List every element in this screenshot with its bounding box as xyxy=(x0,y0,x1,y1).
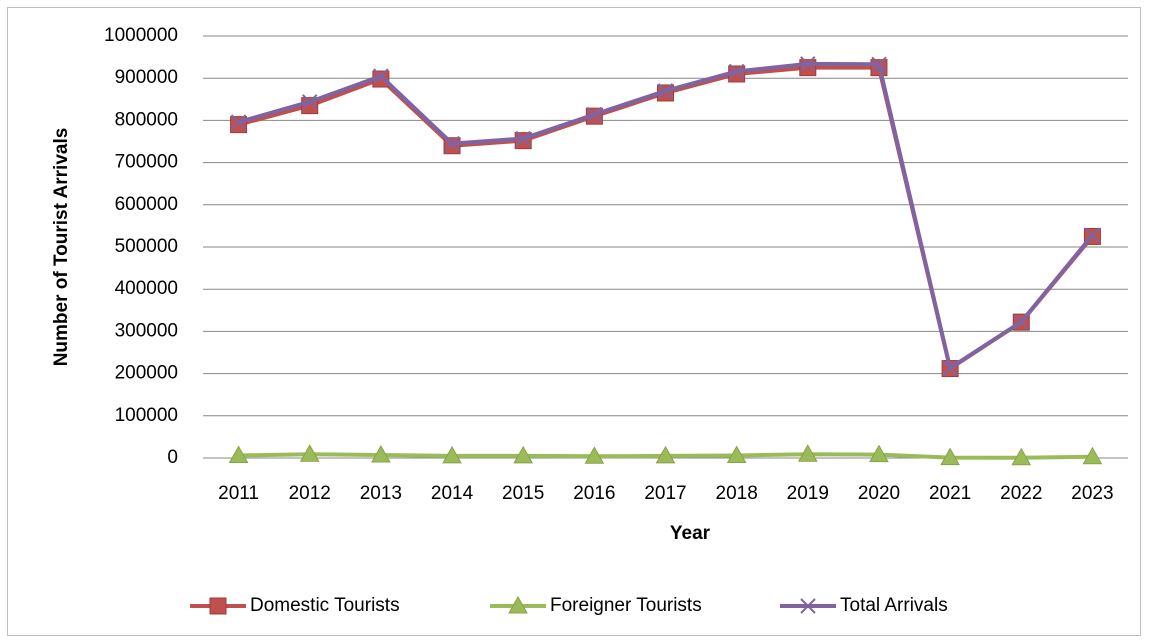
marker-x xyxy=(230,114,247,130)
marker-triangle xyxy=(371,445,391,463)
marker-x xyxy=(1013,314,1029,330)
marker-x xyxy=(1084,227,1101,243)
x-tick-label: 2015 xyxy=(502,483,544,504)
x-tick-label: 2021 xyxy=(929,483,971,504)
x-tick-label: 2018 xyxy=(716,483,758,504)
x-tick-label: 2014 xyxy=(431,483,474,504)
marker-triangle xyxy=(508,595,528,614)
x-axis-title: Year xyxy=(670,523,711,544)
chart-border xyxy=(7,7,1141,636)
marker-triangle xyxy=(797,444,818,462)
marker-x xyxy=(302,94,318,110)
marker-triangle xyxy=(940,447,960,466)
x-tick-label: 2020 xyxy=(858,483,900,504)
y-tick-label: 600000 xyxy=(115,194,178,215)
marker-triangle xyxy=(513,445,534,464)
legend-label: Domestic Tourists xyxy=(250,595,400,616)
x-tick-label: 2011 xyxy=(218,483,259,504)
y-tick-label: 1000000 xyxy=(104,25,178,46)
marker-x xyxy=(657,83,674,99)
marker-x xyxy=(871,56,887,72)
x-tick-label: 2023 xyxy=(1071,483,1113,504)
marker-square xyxy=(209,597,227,615)
y-tick-label: 400000 xyxy=(115,278,178,299)
x-tick-label: 2022 xyxy=(1000,483,1042,504)
y-tick-label: 300000 xyxy=(115,320,178,341)
marker-x xyxy=(586,106,603,123)
marker-triangle xyxy=(1082,446,1103,465)
marker-triangle xyxy=(299,444,320,462)
y-tick-label: 100000 xyxy=(115,405,178,426)
marker-triangle xyxy=(726,445,747,463)
marker-triangle xyxy=(869,444,889,463)
x-tick-label: 2019 xyxy=(787,483,829,504)
marker-triangle xyxy=(442,445,462,464)
marker-x xyxy=(728,63,745,80)
marker-triangle xyxy=(1011,447,1032,466)
y-axis-title: Number of Tourist Arrivals xyxy=(51,128,72,367)
marker-x xyxy=(942,360,958,376)
marker-x xyxy=(800,56,816,72)
marker-x xyxy=(373,68,389,84)
y-tick-label: 500000 xyxy=(115,236,178,257)
legend-label: Foreigner Tourists xyxy=(550,595,702,616)
y-tick-label: 200000 xyxy=(115,363,178,384)
y-tick-label: 900000 xyxy=(115,67,178,88)
y-tick-label: 0 xyxy=(167,447,178,468)
marker-x xyxy=(515,130,531,147)
x-tick-label: 2012 xyxy=(289,483,331,504)
marker-x xyxy=(444,135,460,152)
marker-x xyxy=(800,598,816,614)
y-tick-label: 700000 xyxy=(115,152,178,173)
x-tick-label: 2016 xyxy=(573,483,615,504)
marker-triangle xyxy=(584,446,605,464)
legend-label: Total Arrivals xyxy=(840,595,948,616)
marker-triangle xyxy=(655,445,676,464)
x-tick-label: 2017 xyxy=(644,483,686,504)
y-tick-label: 800000 xyxy=(115,109,178,130)
marker-triangle xyxy=(228,445,249,463)
x-tick-label: 2013 xyxy=(360,483,402,504)
